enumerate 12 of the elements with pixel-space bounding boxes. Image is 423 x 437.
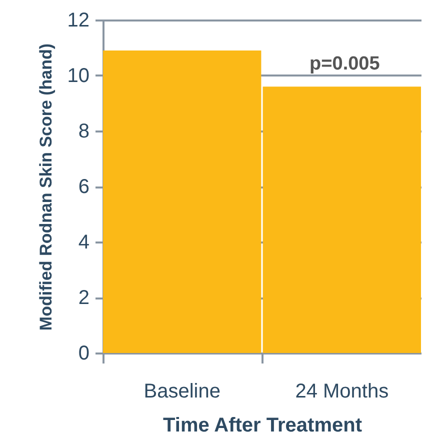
x-tick-label: Baseline <box>144 380 220 402</box>
x-axis-title: Time After Treatment <box>163 414 362 436</box>
x-tick-label: 24 Months <box>295 380 389 402</box>
y-tick-label: 4 <box>78 232 90 254</box>
y-tick-label: 0 <box>78 342 90 364</box>
annotation: p=0.005 <box>310 53 380 74</box>
y-tick-label: 12 <box>67 10 90 32</box>
y-tick-label: 2 <box>78 287 90 309</box>
y-tick-label: 6 <box>78 176 90 198</box>
y-tick-label: 8 <box>78 120 90 142</box>
y-axis-title: Modified Rodnan Skin Score (hand) <box>36 43 56 331</box>
y-tick-label: 10 <box>67 65 90 87</box>
